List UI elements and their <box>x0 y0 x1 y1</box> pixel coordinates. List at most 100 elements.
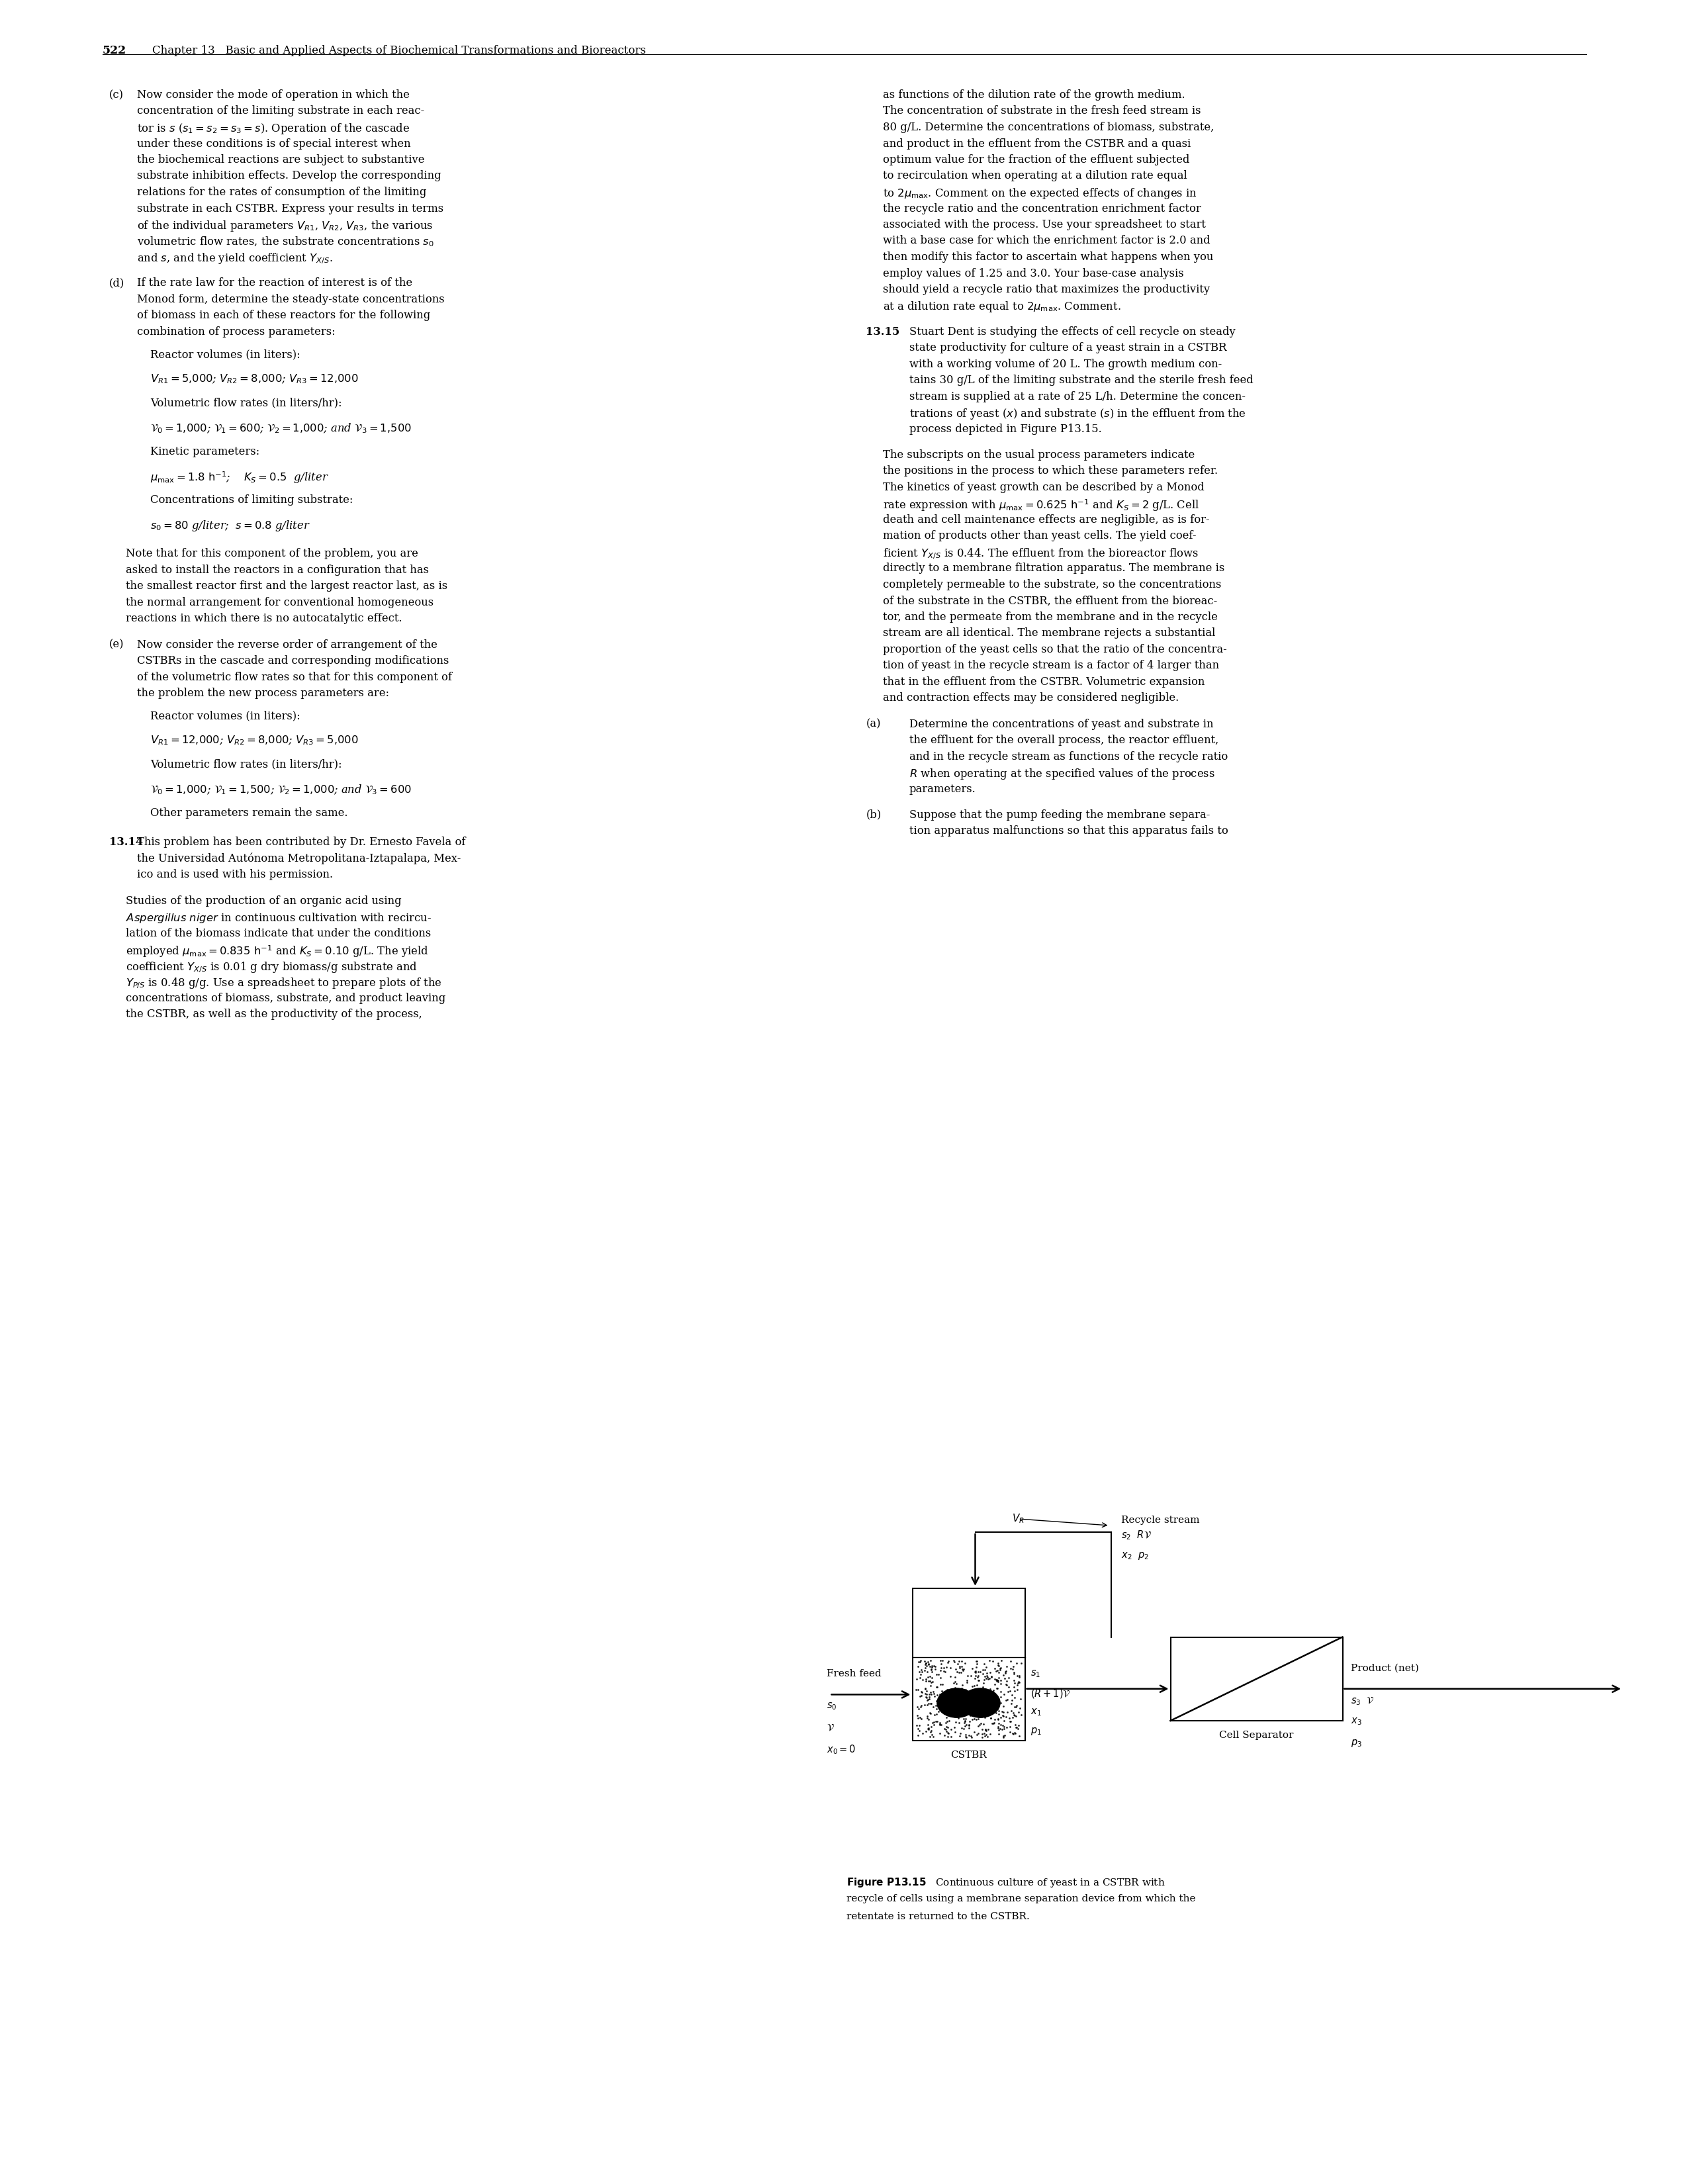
Text: (c): (c) <box>110 90 123 100</box>
Point <box>969 1671 997 1706</box>
Point <box>917 1710 944 1745</box>
Text: Product (net): Product (net) <box>1351 1664 1419 1673</box>
Point <box>968 1706 995 1741</box>
Point <box>978 1701 1005 1736</box>
Text: Now consider the mode of operation in which the: Now consider the mode of operation in wh… <box>137 90 410 100</box>
Point <box>946 1651 973 1686</box>
Point <box>997 1651 1024 1686</box>
Point <box>936 1642 963 1677</box>
Point <box>1008 1647 1035 1682</box>
Point <box>991 1699 1018 1734</box>
Point <box>973 1675 1000 1710</box>
Point <box>1000 1655 1027 1690</box>
Point <box>993 1682 1020 1717</box>
Point <box>937 1658 964 1693</box>
Point <box>1002 1690 1029 1725</box>
Point <box>961 1686 988 1721</box>
Point <box>905 1701 932 1736</box>
Point <box>912 1714 939 1749</box>
Point <box>934 1645 961 1679</box>
Point <box>985 1690 1012 1725</box>
Text: The concentration of substrate in the fresh feed stream is: The concentration of substrate in the fr… <box>883 105 1201 116</box>
Point <box>946 1706 973 1741</box>
Point <box>991 1666 1018 1701</box>
Point <box>951 1651 978 1686</box>
Ellipse shape <box>961 1688 1000 1717</box>
Point <box>973 1660 1000 1695</box>
Point <box>966 1653 993 1688</box>
Point <box>966 1682 993 1717</box>
Point <box>914 1699 941 1734</box>
Point <box>988 1642 1015 1677</box>
Point <box>931 1682 958 1717</box>
Point <box>976 1671 1003 1706</box>
Text: as functions of the dilution rate of the growth medium.: as functions of the dilution rate of the… <box>883 90 1184 100</box>
Text: of the substrate in the CSTBR, the effluent from the bioreac-: of the substrate in the CSTBR, the efflu… <box>883 596 1218 607</box>
Point <box>951 1704 978 1738</box>
Text: $p_1$: $p_1$ <box>1030 1725 1042 1736</box>
Text: tor, and the permeate from the membrane and in the recycle: tor, and the permeate from the membrane … <box>883 612 1218 622</box>
Point <box>1000 1651 1027 1686</box>
Point <box>934 1719 961 1754</box>
Point <box>963 1693 990 1728</box>
Point <box>909 1675 936 1710</box>
Point <box>990 1695 1017 1730</box>
Text: combination of process parameters:: combination of process parameters: <box>137 325 336 336</box>
Point <box>991 1653 1018 1688</box>
Point <box>942 1651 969 1686</box>
Text: Now consider the reverse order of arrangement of the: Now consider the reverse order of arrang… <box>137 640 437 651</box>
Point <box>941 1664 968 1699</box>
Point <box>926 1658 953 1693</box>
Point <box>912 1664 939 1699</box>
Point <box>980 1645 1007 1679</box>
Point <box>942 1688 969 1723</box>
Point <box>907 1699 934 1734</box>
Point <box>1002 1673 1029 1708</box>
Point <box>1005 1708 1032 1743</box>
Text: Studies of the production of an organic acid using: Studies of the production of an organic … <box>125 895 402 906</box>
Text: $s_1$: $s_1$ <box>1030 1669 1040 1679</box>
Text: the Universidad Autónoma Metropolitana-Iztapalapa, Mex-: the Universidad Autónoma Metropolitana-I… <box>137 854 461 865</box>
Text: relations for the rates of consumption of the limiting: relations for the rates of consumption o… <box>137 186 426 199</box>
Text: Reactor volumes (in liters):: Reactor volumes (in liters): <box>150 349 301 360</box>
Point <box>991 1653 1018 1688</box>
Point <box>983 1662 1010 1697</box>
Point <box>907 1645 934 1679</box>
Point <box>932 1699 959 1734</box>
Text: CSTBR: CSTBR <box>951 1752 986 1760</box>
Text: the problem the new process parameters are:: the problem the new process parameters a… <box>137 688 388 699</box>
Point <box>1007 1690 1034 1725</box>
Point <box>909 1701 936 1736</box>
Text: $x_3$: $x_3$ <box>1351 1717 1361 1728</box>
Point <box>978 1706 1005 1741</box>
Point <box>956 1684 983 1719</box>
Text: Suppose that the pump feeding the membrane separa-: Suppose that the pump feeding the membra… <box>909 810 1209 821</box>
Point <box>915 1710 942 1745</box>
Point <box>961 1662 988 1697</box>
Point <box>946 1693 973 1728</box>
Point <box>904 1662 931 1697</box>
Point <box>915 1708 942 1743</box>
Point <box>980 1673 1007 1708</box>
Text: employ values of 1.25 and 3.0. Your base-case analysis: employ values of 1.25 and 3.0. Your base… <box>883 269 1184 280</box>
Point <box>917 1653 944 1688</box>
Point <box>919 1706 946 1741</box>
Text: employed $\mu_\mathrm{max} = 0.835\ \mathrm{h}^{-1}$ and $K_S = 0.10$ g/L. The y: employed $\mu_\mathrm{max} = 0.835\ \mat… <box>125 943 429 959</box>
Point <box>980 1706 1007 1741</box>
Point <box>964 1688 991 1723</box>
Text: Chapter 13   Basic and Applied Aspects of Biochemical Transformations and Biorea: Chapter 13 Basic and Applied Aspects of … <box>152 46 645 57</box>
Point <box>1003 1699 1030 1734</box>
Point <box>907 1677 934 1712</box>
Point <box>932 1695 959 1730</box>
Point <box>975 1695 1002 1730</box>
Point <box>981 1666 1008 1701</box>
Point <box>956 1699 983 1734</box>
Point <box>997 1701 1024 1736</box>
Text: under these conditions is of special interest when: under these conditions is of special int… <box>137 138 410 149</box>
Text: recycle of cells using a membrane separation device from which the: recycle of cells using a membrane separa… <box>846 1894 1196 1904</box>
Point <box>949 1695 976 1730</box>
Text: Recycle stream: Recycle stream <box>1121 1516 1199 1524</box>
Text: $V_{R1} = 5{,}000$; $V_{R2} = 8{,}000$; $V_{R3} = 12{,}000$: $V_{R1} = 5{,}000$; $V_{R2} = 8{,}000$; … <box>150 373 358 384</box>
Point <box>964 1653 991 1688</box>
Point <box>927 1642 954 1677</box>
